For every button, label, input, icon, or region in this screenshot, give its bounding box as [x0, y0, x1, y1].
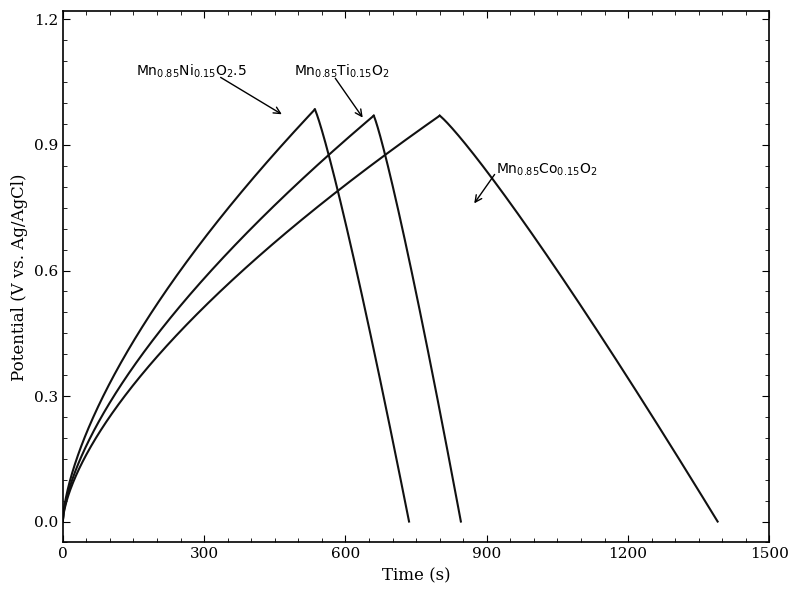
Text: $\mathrm{Mn_{0.85}Ti_{0.15}O_2}$: $\mathrm{Mn_{0.85}Ti_{0.15}O_2}$: [294, 63, 389, 80]
Text: $\mathrm{Mn_{0.85}Ni_{0.15}O_2.5}$: $\mathrm{Mn_{0.85}Ni_{0.15}O_2.5}$: [136, 63, 246, 80]
X-axis label: Time (s): Time (s): [382, 567, 450, 584]
Text: $\mathrm{Mn_{0.85}Co_{0.15}O_2}$: $\mathrm{Mn_{0.85}Co_{0.15}O_2}$: [496, 162, 598, 178]
Y-axis label: Potential (V vs. Ag/AgCl): Potential (V vs. Ag/AgCl): [11, 173, 28, 381]
